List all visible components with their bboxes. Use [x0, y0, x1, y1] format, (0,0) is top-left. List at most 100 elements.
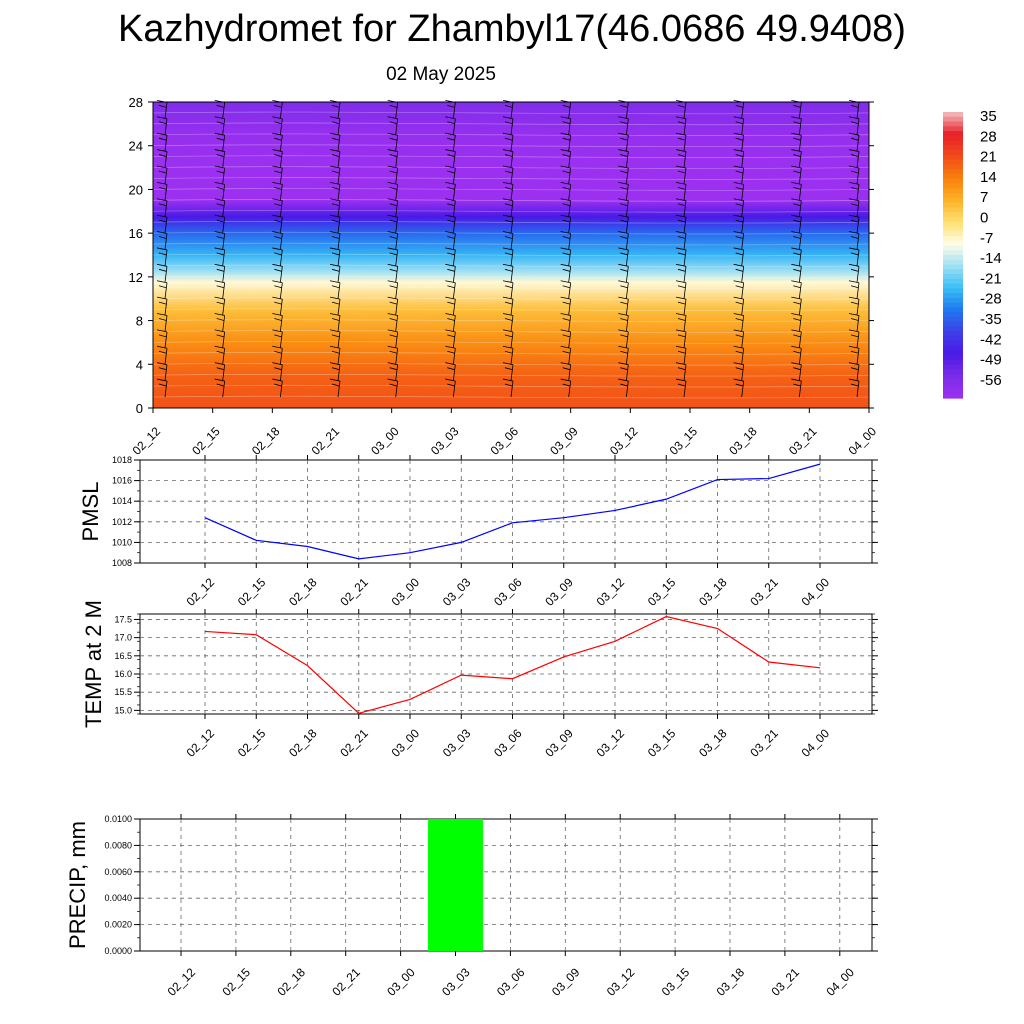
- wind-barb: [675, 296, 687, 316]
- wind-barb: [156, 345, 168, 365]
- chart-title: Kazhydromet for Zhambyl17(46.0686 49.940…: [118, 8, 906, 50]
- wind-barb: [618, 362, 629, 381]
- colorbar-segment: [943, 207, 963, 213]
- wind-barb: [675, 313, 687, 332]
- wind-barb: [618, 280, 629, 299]
- wind-barb: [445, 280, 456, 299]
- contour-line: [152, 286, 870, 290]
- colorbar-segment: [943, 264, 963, 270]
- wind-barb: [272, 280, 283, 299]
- contour-line: [152, 308, 870, 311]
- wind-barb: [156, 181, 168, 201]
- colorbar-segment: [943, 383, 963, 390]
- wind-barb: [791, 231, 802, 250]
- wind-barb: [502, 313, 514, 332]
- pmsl-panel: 1008 1010 1012 1014 1016 1018 02_12 02_15 02_18 0…: [78, 455, 878, 609]
- y-axis-label: PRECIP, mm: [65, 821, 90, 949]
- colorbar-segment: [943, 221, 963, 227]
- x-tick-label: 02_21: [337, 575, 371, 609]
- x-tick-label: 03_00: [389, 575, 423, 609]
- wind-barb: [733, 231, 745, 250]
- colorbar-label: -28: [980, 291, 1002, 308]
- wind-barb: [387, 280, 399, 299]
- y-tick-label: 15.0: [114, 705, 132, 715]
- colorbar-label: 0: [980, 210, 988, 227]
- x-tick-label: 03_09: [547, 424, 581, 458]
- contour-line: [152, 319, 870, 322]
- x-tick-label: 03_18: [726, 424, 760, 458]
- contour-line: [152, 341, 870, 344]
- colorbar-segment: [943, 369, 963, 375]
- y-tick-label: 16: [129, 226, 143, 241]
- wind-barb: [675, 214, 687, 234]
- colorbar-label: -56: [980, 372, 1002, 389]
- wind-barb: [618, 165, 629, 185]
- wind-barb: [387, 247, 399, 266]
- wind-barb: [618, 345, 629, 365]
- contour-line: [152, 264, 870, 268]
- contour-line: [152, 242, 870, 246]
- wind-barb: [618, 198, 629, 217]
- wind-barb: [272, 247, 283, 266]
- wind-barb: [156, 329, 168, 348]
- contour-line: [152, 210, 870, 213]
- colorbar-segment: [943, 226, 963, 232]
- wind-barb: [156, 214, 168, 234]
- wind-barb: [156, 116, 168, 135]
- colorbar-segment: [943, 112, 963, 118]
- x-tick-label: 03_09: [542, 575, 576, 609]
- wind-barb: [733, 313, 745, 332]
- x-tick-label: 03_21: [769, 965, 803, 999]
- wind-barb: [848, 263, 860, 283]
- x-tick-label: 02_15: [235, 575, 269, 609]
- contour-line: [152, 395, 870, 399]
- x-tick-label: 02_12: [165, 965, 199, 999]
- wind-barb: [560, 362, 572, 381]
- wind-barb: [214, 116, 226, 135]
- wind-barb: [272, 378, 283, 398]
- wind-barb: [156, 362, 168, 381]
- wind-barb: [445, 362, 456, 381]
- x-tick-label: 03_18: [714, 965, 748, 999]
- x-tick-label: 02_21: [309, 424, 343, 458]
- wind-barb: [560, 296, 572, 316]
- colorbar-segment: [943, 135, 963, 142]
- chart-subtitle: 02 May 2025: [386, 64, 496, 85]
- plot-frame: [139, 818, 873, 952]
- x-tick-label: 02_21: [329, 965, 363, 999]
- colorbar-segment: [943, 150, 963, 156]
- colorbar: 35 28 21 14 7 0 -7 -14 -21 -28 -35 -42 -49 -56: [943, 108, 1002, 399]
- wind-barb: [445, 247, 456, 266]
- wind-barb: [329, 247, 341, 266]
- wind-barb: [502, 214, 514, 234]
- wind-barb: [502, 329, 514, 348]
- wind-barb: [214, 345, 226, 365]
- colorbar-segment: [943, 355, 963, 361]
- wind-barb: [560, 181, 572, 201]
- temperature-field: [153, 102, 869, 408]
- y-tick-label: 20: [129, 182, 143, 197]
- colorbar-segment: [943, 131, 963, 137]
- wind-barb: [329, 378, 341, 398]
- wind-barb: [733, 149, 745, 168]
- x-tick-label: 03_12: [594, 575, 628, 609]
- colorbar-segment: [943, 331, 963, 337]
- wind-barb: [272, 362, 283, 381]
- wind-barb: [329, 214, 341, 234]
- wind-barb: [791, 280, 802, 299]
- y-tick-label: 0.0000: [104, 946, 132, 956]
- wind-barb: [733, 329, 745, 348]
- wind-barb: [560, 231, 572, 250]
- wind-barb: [848, 181, 860, 201]
- wind-barb: [329, 345, 341, 365]
- wind-barb: [560, 132, 572, 152]
- y-tick-label: 17.5: [114, 614, 132, 624]
- colorbar-label: -42: [980, 331, 1002, 348]
- wind-barb: [675, 181, 687, 201]
- wind-barb: [733, 247, 745, 266]
- wind-barb: [214, 198, 226, 217]
- wind-barb: [329, 149, 341, 168]
- wind-barb: [445, 149, 456, 168]
- wind-barb: [272, 263, 283, 283]
- wind-barb: [387, 165, 399, 185]
